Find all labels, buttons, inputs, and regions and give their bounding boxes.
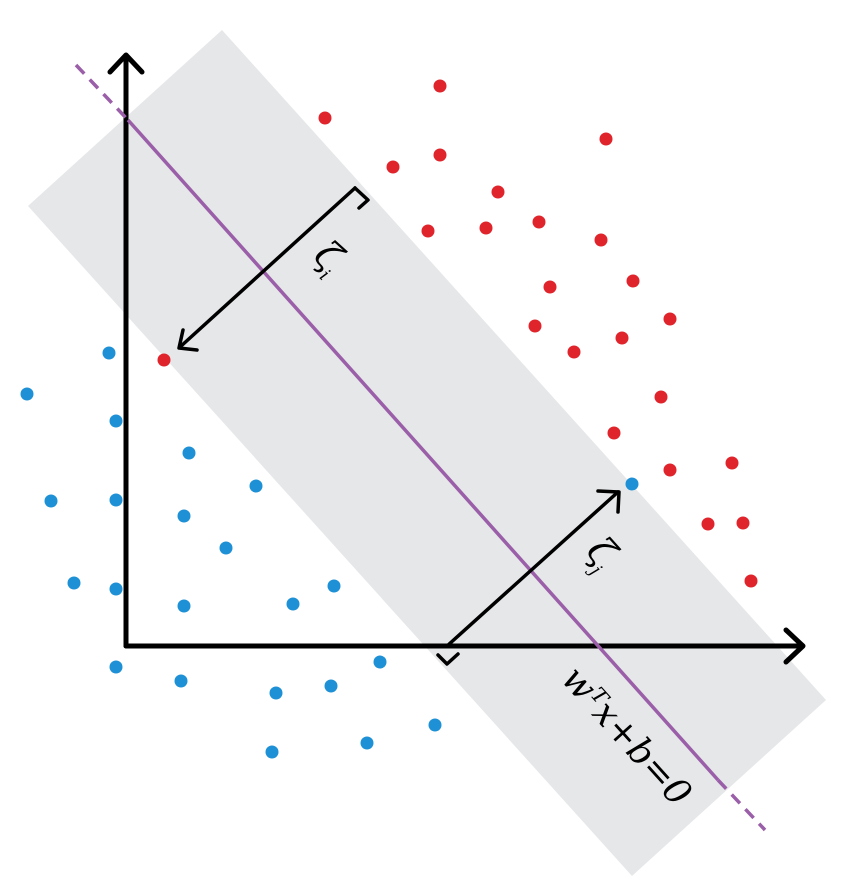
positive-point: [663, 312, 677, 326]
positive-point: [594, 233, 608, 247]
positive-point: [599, 132, 613, 146]
positive-point: [528, 319, 542, 333]
positive-point: [736, 516, 750, 530]
negative-point: [182, 446, 196, 460]
positive-point: [654, 390, 668, 404]
negative-point: [286, 597, 300, 611]
positive-point: [607, 426, 621, 440]
negative-point: [177, 599, 191, 613]
negative-point: [109, 582, 123, 596]
slack-arrow-i-head: [177, 328, 199, 352]
positive-point: [626, 274, 640, 288]
positive-point: [744, 574, 758, 588]
negative-point: [360, 736, 374, 750]
negative-point: [109, 493, 123, 507]
positive-point: [386, 160, 400, 174]
hyperplane: [74, 63, 767, 832]
positive-point: [433, 148, 447, 162]
negative-point: [249, 479, 263, 493]
axes: [107, 52, 806, 665]
hyperplane-solid: [126, 118, 720, 782]
negative-point: [67, 576, 81, 590]
negative-point: [102, 346, 116, 360]
negative-class-points: [20, 346, 639, 759]
slack-arrow-i: [177, 186, 370, 352]
right-angle-mark-j: [436, 652, 460, 666]
negative-point: [174, 674, 188, 688]
negative-point: [109, 414, 123, 428]
positive-point: [701, 517, 715, 531]
positive-point: [663, 463, 677, 477]
negative-point: [44, 494, 58, 508]
slack-arrow-j-head: [596, 489, 621, 514]
negative-point: [20, 387, 34, 401]
slack-arrow-j: [436, 489, 621, 666]
positive-point: [318, 111, 332, 125]
negative-point: [327, 579, 341, 593]
positive-point: [567, 345, 581, 359]
x-axis-arrowhead: [783, 627, 806, 665]
positive-point: [725, 456, 739, 470]
hyperplane-dashed-bottom: [716, 778, 767, 832]
negative-point: [109, 660, 123, 674]
positive-class-points: [157, 79, 758, 588]
negative-point: [373, 655, 387, 669]
y-axis-arrowhead: [107, 52, 145, 75]
positive-point: [157, 353, 171, 367]
negative-point: [177, 509, 191, 523]
positive-point: [433, 79, 447, 93]
positive-point: [421, 224, 435, 238]
right-angle-mark-i: [353, 186, 370, 210]
negative-point: [265, 745, 279, 759]
negative-point: [428, 718, 442, 732]
positive-point: [479, 221, 493, 235]
positive-point: [491, 185, 505, 199]
negative-point: [219, 541, 233, 555]
hyperplane-dashed-top: [74, 63, 130, 122]
negative-point: [269, 686, 283, 700]
negative-point: [324, 679, 338, 693]
positive-point: [543, 280, 557, 294]
positive-point: [532, 215, 546, 229]
positive-point: [615, 331, 629, 345]
negative-point: [625, 477, 639, 491]
